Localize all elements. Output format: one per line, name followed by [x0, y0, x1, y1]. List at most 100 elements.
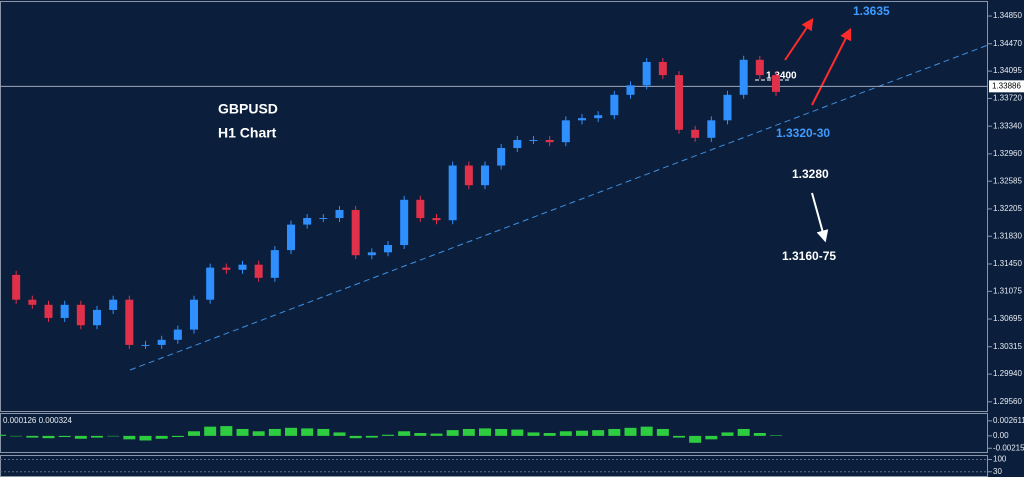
macd-bar	[624, 427, 637, 436]
macd-bar	[753, 433, 766, 436]
macd-y-tick-label: -0.002152	[993, 443, 1024, 452]
macd-y-tick-label: 0.00	[993, 431, 1009, 440]
macd-bar	[204, 426, 217, 436]
macd-bar	[608, 428, 621, 436]
macd-bar	[268, 428, 281, 436]
candle	[222, 267, 231, 270]
y-tick-label: 1.31450	[993, 259, 1022, 268]
candle	[303, 218, 312, 225]
candle	[270, 250, 279, 278]
macd-y-tick-label: 0.002611	[993, 416, 1024, 425]
macd-bar	[236, 428, 249, 436]
level-1: 1.3400	[766, 71, 797, 82]
macd-bar	[10, 435, 23, 437]
macd-bar	[349, 435, 362, 439]
y-tick-label: 1.30315	[993, 342, 1022, 351]
y-tick-label: 1.29940	[993, 369, 1022, 378]
macd-bar	[705, 435, 718, 440]
candle	[12, 274, 21, 300]
macd-bar	[301, 428, 314, 436]
macd-bar	[58, 435, 71, 438]
macd-bar	[430, 433, 443, 436]
macd-bar	[382, 434, 394, 436]
level-2: 1.3280	[792, 167, 829, 181]
macd-bar	[511, 429, 524, 436]
candle	[561, 120, 570, 143]
y-tick-label: 1.29560	[993, 397, 1022, 406]
arrow-up-2	[811, 27, 852, 106]
candle	[173, 329, 182, 340]
macd-bar	[721, 432, 734, 436]
macd-bar	[462, 428, 475, 436]
main-panel-frame	[0, 1, 988, 412]
candle	[464, 165, 473, 186]
candle	[739, 59, 748, 95]
macd-bar	[414, 433, 427, 436]
candle	[658, 61, 667, 76]
macd-bar	[139, 435, 152, 441]
candle	[157, 339, 166, 345]
macd-bar	[42, 435, 55, 439]
y-tick-label: 1.33720	[993, 94, 1022, 103]
candle	[319, 218, 328, 220]
y-tick-label: 1.32585	[993, 176, 1022, 185]
trend-line	[129, 44, 989, 371]
lower-y-tick-label: 100	[993, 455, 1007, 464]
y-tick-label: 1.31075	[993, 286, 1022, 295]
y-tick-label: 1.30695	[993, 314, 1022, 323]
macd-bar	[91, 435, 103, 438]
candle	[432, 218, 441, 221]
macd-bar	[0, 434, 6, 436]
symbol: GBPUSD	[218, 101, 278, 117]
candle	[691, 129, 700, 138]
macd-bar	[576, 430, 588, 436]
candle	[76, 304, 85, 326]
candle	[238, 264, 247, 270]
candle	[642, 61, 651, 86]
macd-label: 0.000126 0.000324	[3, 416, 73, 425]
candle	[675, 75, 683, 130]
y-tick-label: 1.32960	[993, 149, 1022, 158]
candle	[93, 309, 101, 326]
candle	[44, 304, 53, 318]
macd-bar	[543, 433, 556, 436]
candle	[206, 267, 215, 300]
macd-bar	[673, 435, 685, 438]
macd-bar	[640, 426, 653, 436]
candle	[755, 59, 764, 76]
candle	[384, 245, 392, 253]
y-tick-label: 1.32205	[993, 204, 1022, 213]
y-tick-label: 1.31830	[993, 231, 1022, 240]
macd-bar	[495, 428, 508, 436]
macd-bar	[155, 435, 168, 439]
macd-bar	[365, 435, 378, 438]
macd-bar	[171, 435, 184, 438]
macd-bar	[317, 428, 330, 436]
macd-bar	[689, 435, 702, 443]
macd-bar	[398, 431, 411, 436]
macd-bar	[656, 428, 669, 436]
candle	[707, 120, 716, 138]
macd-bar	[446, 430, 459, 436]
macd-bar	[74, 435, 87, 439]
macd-bar	[252, 431, 265, 436]
candle	[481, 165, 489, 186]
candle	[594, 115, 603, 119]
candle	[60, 304, 69, 318]
arrow-down	[811, 192, 829, 243]
candle	[448, 165, 457, 221]
candle	[28, 299, 37, 305]
candle	[287, 224, 295, 251]
y-tick-label: 1.34095	[993, 66, 1022, 75]
candle	[497, 148, 506, 166]
y-tick-label: 1.34850	[993, 11, 1022, 20]
macd-bar	[527, 432, 540, 436]
candle	[367, 252, 376, 256]
macd-bar	[479, 428, 491, 436]
candle	[545, 140, 554, 143]
macd-bar	[770, 435, 782, 436]
candle	[109, 299, 118, 310]
macd-bar	[737, 428, 750, 436]
y-tick-label: 1.34470	[993, 39, 1022, 48]
